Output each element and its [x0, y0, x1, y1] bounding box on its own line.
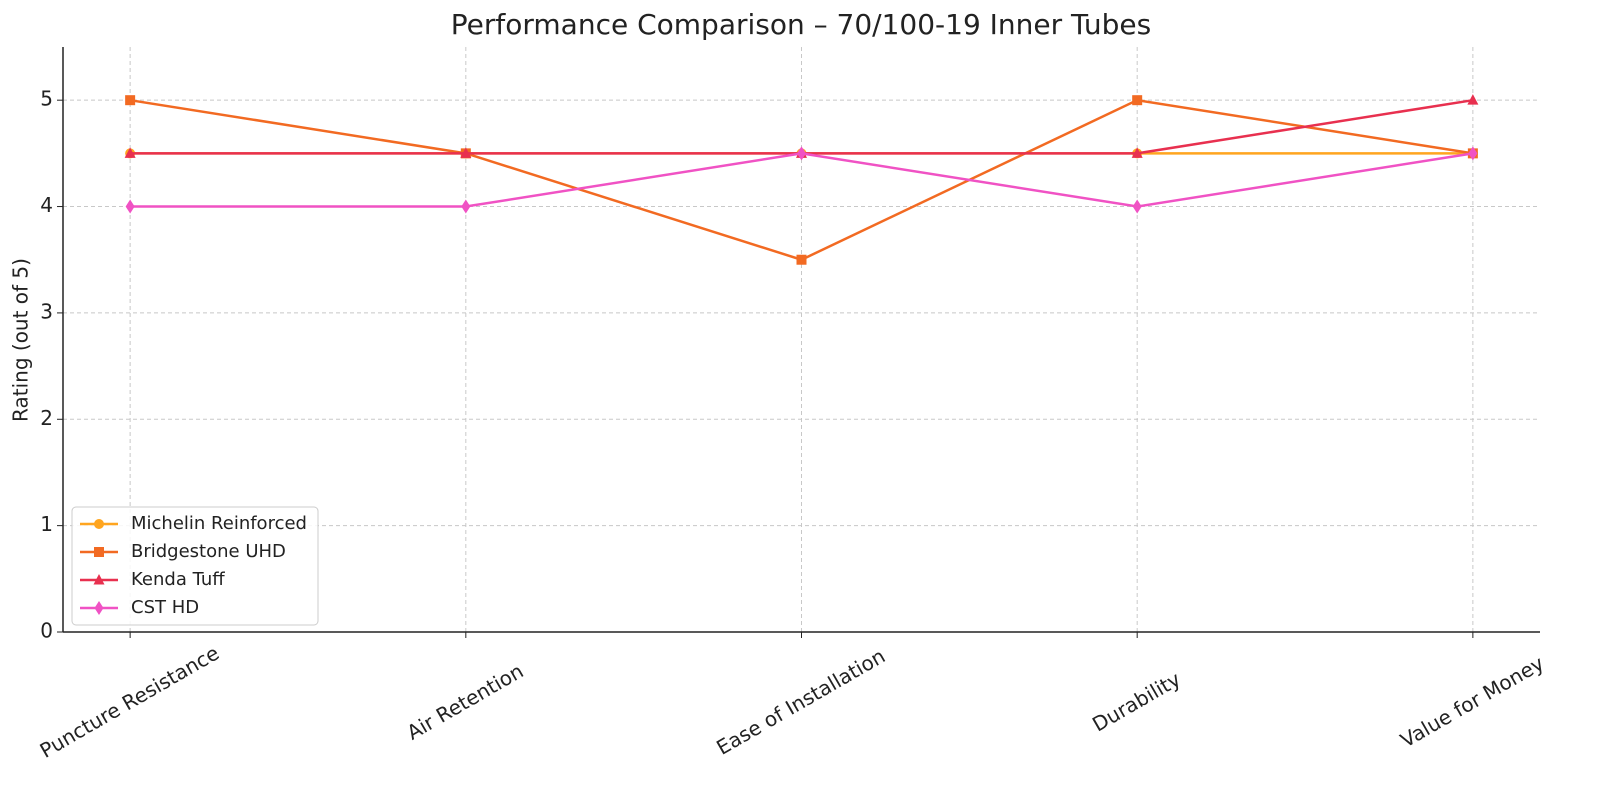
marker	[461, 199, 471, 214]
y-tick-label: 0	[40, 619, 53, 643]
x-tick-label: Ease of Installation	[712, 644, 889, 760]
marker	[796, 254, 807, 265]
y-tick-label: 5	[40, 87, 53, 111]
x-tick-label: Durability	[1088, 667, 1185, 737]
x-tick-label: Air Retention	[403, 659, 528, 745]
marker	[1131, 147, 1143, 158]
legend-label: CST HD	[131, 597, 199, 618]
marker	[94, 519, 104, 529]
y-tick-label: 3	[40, 299, 53, 323]
marker	[1468, 146, 1478, 161]
x-tick-label: Value for Money	[1396, 651, 1548, 753]
marker	[1132, 199, 1142, 214]
marker	[125, 95, 136, 106]
marker	[1467, 94, 1479, 105]
y-tick-label: 4	[40, 193, 53, 217]
marker	[94, 547, 104, 557]
y-tick-label: 1	[40, 512, 53, 536]
marker	[93, 574, 105, 585]
marker	[94, 601, 104, 615]
marker	[460, 147, 472, 158]
marker	[124, 147, 136, 158]
y-tick-label: 2	[40, 406, 53, 430]
marker	[125, 199, 135, 214]
legend-label: Michelin Reinforced	[131, 513, 307, 534]
legend-label: Bridgestone UHD	[131, 541, 286, 562]
chart-title: Performance Comparison – 70/100-19 Inner…	[451, 8, 1152, 41]
marker	[1132, 95, 1143, 106]
legend-box	[71, 506, 319, 626]
x-tick-label: Puncture Resistance	[36, 641, 224, 763]
y-axis-label: Rating (out of 5)	[9, 258, 33, 422]
marker	[797, 146, 806, 161]
series	[125, 146, 1478, 214]
legend-label: Kenda Tuff	[131, 569, 225, 590]
